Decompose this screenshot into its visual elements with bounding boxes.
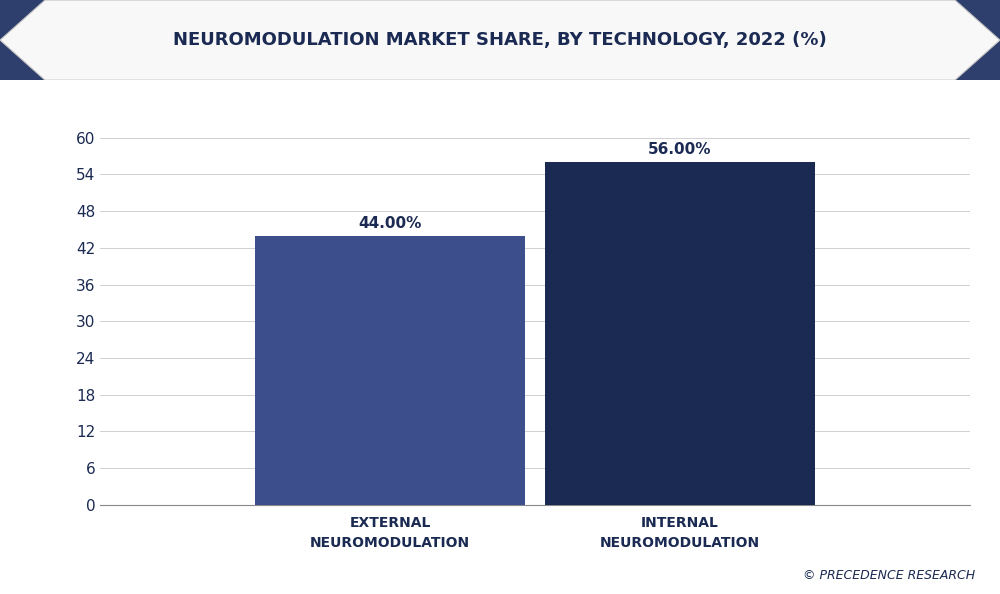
Text: 56.00%: 56.00% [648, 143, 712, 157]
Bar [255, 236, 525, 505]
Polygon shape [901, 40, 1000, 80]
Polygon shape [0, 40, 99, 80]
Bar [545, 162, 815, 505]
Text: © PRECEDENCE RESEARCH: © PRECEDENCE RESEARCH [803, 569, 975, 582]
Polygon shape [901, 0, 1000, 40]
Text: NEUROMODULATION MARKET SHARE, BY TECHNOLOGY, 2022 (%): NEUROMODULATION MARKET SHARE, BY TECHNOL… [173, 31, 827, 49]
Polygon shape [0, 0, 99, 40]
Text: 44.00%: 44.00% [358, 216, 422, 230]
Polygon shape [0, 0, 1000, 80]
